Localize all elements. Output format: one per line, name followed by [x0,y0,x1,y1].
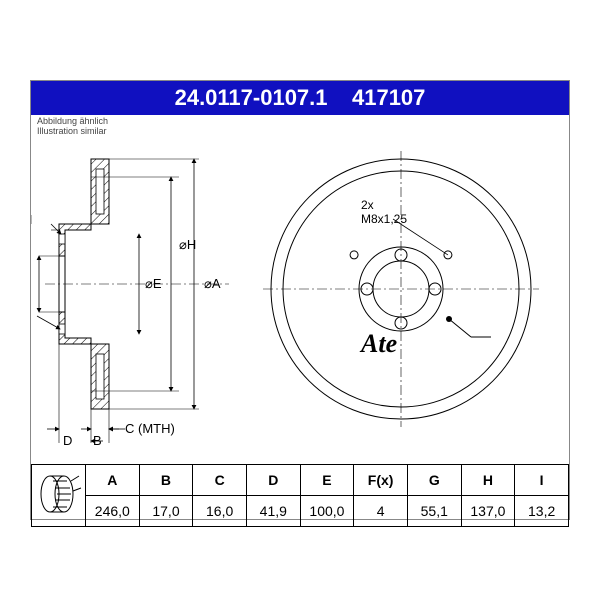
col-H: H [461,464,515,495]
technical-drawing-svg: 2xM8x1,25⌀A⌀H⌀E⌀G⌀IF(x)BC (MTH)D [31,139,571,459]
val-C: 16,0 [193,495,247,526]
col-E: E [300,464,354,495]
drawing-frame: 24.0117-0107.1 417107 Abbildung ähnlich … [30,80,570,520]
subtitle-line-2: Illustration similar [37,127,563,137]
svg-text:B: B [93,433,102,448]
col-A: A [86,464,140,495]
drawing-area: 2xM8x1,25⌀A⌀H⌀E⌀G⌀IF(x)BC (MTH)D Ate [31,139,569,464]
svg-text:2xM8x1,25: 2xM8x1,25 [361,198,407,226]
part-number-long: 24.0117-0107.1 [175,85,328,110]
svg-text:C (MTH): C (MTH) [125,421,175,436]
subtitle-note: Abbildung ähnlich Illustration similar [31,115,569,139]
subtitle-line-1: Abbildung ähnlich [37,117,563,127]
svg-text:⌀H: ⌀H [179,237,196,252]
spec-table: A B C D E F(x) G H I 246,0 17,0 16,0 41,… [31,464,569,527]
table-header-row: A B C D E F(x) G H I [32,464,569,495]
svg-text:D: D [63,433,72,448]
title-bar: 24.0117-0107.1 417107 [31,81,569,115]
val-I: 13,2 [515,495,569,526]
disc-icon-cell [32,464,86,526]
val-D: 41,9 [246,495,300,526]
vented-disc-icon [34,469,84,519]
svg-text:⌀I: ⌀I [31,212,32,227]
table-value-row: 246,0 17,0 16,0 41,9 100,0 4 55,1 137,0 … [32,495,569,526]
val-F: 4 [354,495,408,526]
col-I: I [515,464,569,495]
val-A: 246,0 [86,495,140,526]
val-G: 55,1 [407,495,461,526]
val-B: 17,0 [139,495,193,526]
part-number-short: 417107 [352,85,425,110]
col-D: D [246,464,300,495]
col-B: B [139,464,193,495]
svg-text:⌀A: ⌀A [204,276,221,291]
svg-text:⌀E: ⌀E [145,276,162,291]
col-F: F(x) [354,464,408,495]
ate-logo: Ate [361,329,397,359]
val-H: 137,0 [461,495,515,526]
col-C: C [193,464,247,495]
val-E: 100,0 [300,495,354,526]
col-G: G [407,464,461,495]
